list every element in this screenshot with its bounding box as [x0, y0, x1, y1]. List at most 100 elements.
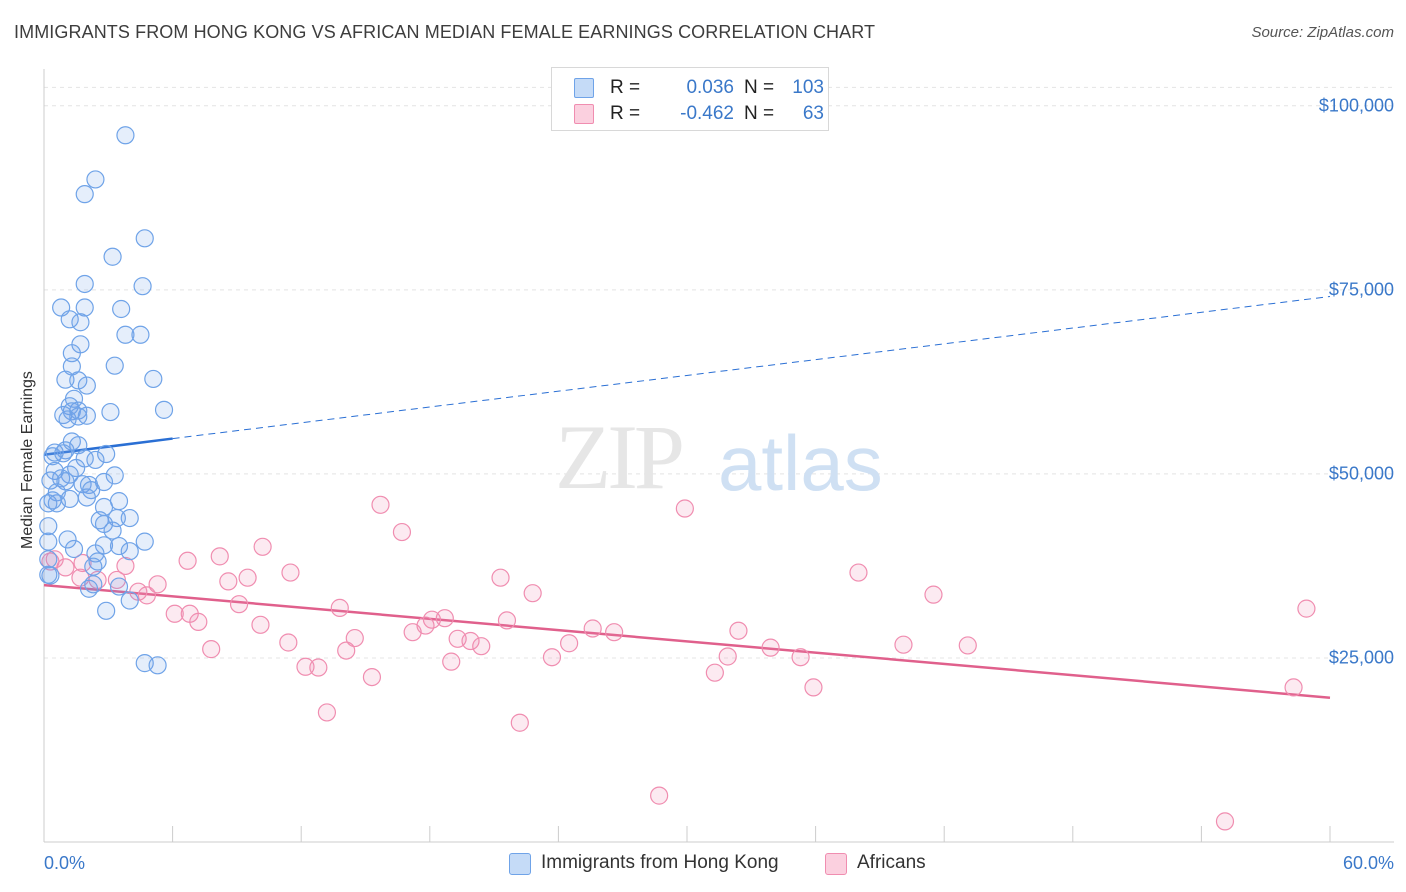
point-africans — [392, 522, 412, 542]
point-hong-kong — [77, 376, 96, 395]
point-hong-kong — [43, 447, 62, 466]
point-africans — [337, 641, 356, 660]
point-africans — [330, 598, 349, 617]
trend-line-africans — [43, 583, 1331, 699]
point-hong-kong — [67, 458, 86, 478]
point-africans — [472, 637, 491, 656]
point-africans — [202, 640, 221, 659]
point-hong-kong — [69, 407, 88, 426]
point-hong-kong — [131, 325, 150, 344]
point-hong-kong — [135, 532, 154, 551]
point-hong-kong — [103, 521, 122, 540]
point-africans — [461, 631, 480, 651]
point-africans — [253, 537, 272, 556]
legend-n-label: N = — [744, 103, 775, 124]
legend-r-label: R = — [610, 103, 641, 124]
point-africans — [165, 604, 184, 623]
point-hong-kong — [43, 491, 62, 510]
point-hong-kong — [60, 310, 79, 329]
point-hong-kong — [75, 185, 94, 204]
x-tick-label-max: 60.0% — [1342, 853, 1394, 873]
point-africans — [229, 595, 249, 614]
point-hong-kong — [86, 450, 105, 470]
point-africans — [583, 619, 602, 638]
point-hong-kong — [148, 656, 167, 675]
legend-swatch-africans — [574, 104, 594, 124]
point-hong-kong — [41, 471, 60, 490]
point-africans — [491, 568, 510, 587]
point-hong-kong — [64, 539, 84, 559]
watermark: ZIP atlas — [555, 406, 883, 508]
point-hong-kong — [135, 229, 154, 248]
point-africans — [362, 667, 382, 687]
point-africans — [148, 575, 167, 594]
watermark-atlas: atlas — [718, 419, 883, 507]
point-hong-kong — [39, 550, 58, 569]
point-africans — [238, 568, 257, 587]
point-hong-kong — [105, 356, 124, 375]
point-africans — [761, 638, 780, 657]
point-hong-kong — [39, 517, 58, 536]
y-axis-label: Median Female Earnings — [19, 371, 36, 549]
trend-line-hong-kong — [43, 437, 173, 457]
point-africans — [849, 563, 868, 582]
point-africans — [1215, 812, 1235, 831]
point-africans — [791, 648, 810, 667]
point-africans — [279, 633, 298, 652]
bottom-legend-swatch-hong-kong — [509, 853, 531, 875]
y-tick-label: $100,000 — [1318, 95, 1394, 116]
trend-line-hong-kong-extension — [172, 295, 1331, 440]
point-hong-kong — [105, 466, 124, 485]
point-africans — [251, 615, 270, 634]
point-hong-kong — [103, 247, 122, 266]
point-hong-kong — [109, 577, 129, 596]
point-africans — [219, 572, 238, 591]
point-africans — [804, 678, 823, 697]
point-africans — [345, 628, 364, 648]
point-africans — [650, 786, 669, 805]
bottom-legend-swatch-africans — [825, 853, 847, 875]
legend-n-value: 63 — [802, 103, 824, 124]
point-hong-kong — [39, 565, 58, 584]
point-hong-kong — [75, 298, 94, 317]
point-hong-kong — [84, 557, 103, 576]
correlation-legend: R = 0.036 N = 103 R = -0.462 N = 63 — [551, 67, 829, 131]
point-africans — [442, 652, 461, 671]
legend-r-label: R = — [610, 77, 641, 98]
point-africans — [317, 703, 337, 722]
point-africans — [542, 648, 562, 667]
point-africans — [435, 609, 454, 628]
legend-n-label: N = — [744, 77, 775, 98]
point-africans — [924, 585, 943, 604]
point-africans — [371, 495, 390, 514]
point-africans — [729, 621, 748, 640]
legend-r-value: -0.462 — [680, 103, 734, 124]
point-africans — [116, 556, 135, 576]
point-hong-kong — [101, 402, 120, 422]
point-africans — [958, 636, 977, 655]
x-tick-label-min: 0.0% — [44, 853, 86, 873]
point-hong-kong — [77, 488, 96, 507]
point-hong-kong — [75, 274, 94, 294]
trend-lines — [43, 295, 1331, 699]
point-hong-kong — [97, 444, 116, 464]
point-africans — [605, 623, 624, 642]
point-africans — [1284, 678, 1303, 697]
point-hong-kong — [58, 410, 77, 429]
point-hong-kong — [144, 369, 163, 389]
point-africans — [107, 570, 126, 590]
point-africans — [210, 547, 229, 566]
point-hong-kong — [39, 532, 58, 551]
point-hong-kong — [120, 542, 139, 561]
legend-n-value: 103 — [792, 77, 824, 98]
point-africans — [718, 647, 737, 666]
point-hong-kong — [94, 472, 114, 492]
point-hong-kong — [79, 579, 99, 598]
point-africans — [894, 635, 913, 654]
point-hong-kong — [116, 126, 135, 145]
point-hong-kong — [69, 371, 88, 390]
bottom-legend-label-hong-kong: Immigrants from Hong Kong — [541, 852, 779, 873]
point-hong-kong — [62, 344, 81, 363]
point-hong-kong — [54, 444, 73, 463]
point-hong-kong — [97, 601, 116, 620]
